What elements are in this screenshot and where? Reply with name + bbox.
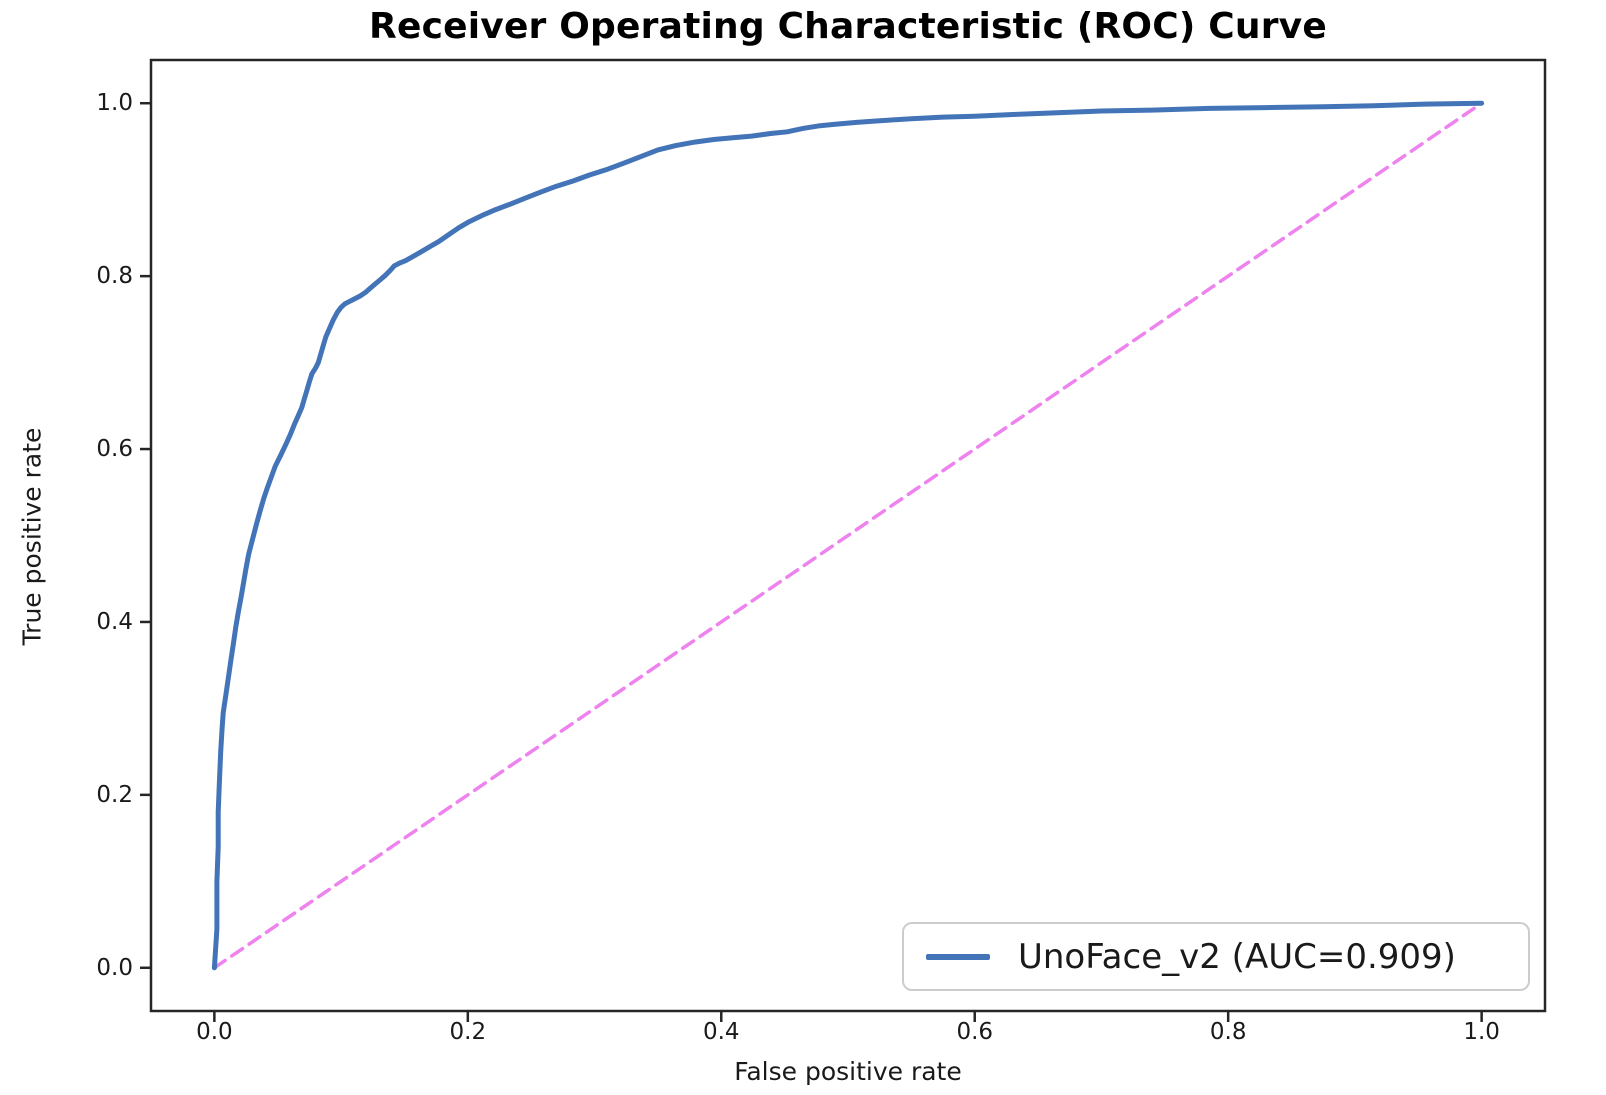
y-tick-label: 0.2 <box>96 782 133 808</box>
x-tick-label: 0.6 <box>956 1019 993 1045</box>
axes-spines <box>149 58 1547 1013</box>
x-tick-label: 0.2 <box>450 1019 487 1045</box>
legend-label: UnoFace_v2 (AUC=0.909) <box>1018 936 1456 977</box>
x-tick-label: 0.4 <box>703 1019 740 1045</box>
chance-diagonal-line <box>212 101 1484 970</box>
y-tick-label: 0.8 <box>96 263 133 289</box>
legend-line-sample <box>926 953 990 960</box>
y-tick-label: 0.6 <box>96 436 133 462</box>
y-axis-label: True positive rate <box>17 427 47 646</box>
roc-curve-line <box>211 100 1485 971</box>
y-tick-label: 0.0 <box>96 955 133 981</box>
y-tick-label: 1.0 <box>96 90 133 116</box>
x-tick-label: 0.0 <box>196 1019 233 1045</box>
x-axis-label: False positive rate <box>734 1057 962 1086</box>
chart-title: Receiver Operating Characteristic (ROC) … <box>369 6 1327 47</box>
x-tick-label: 1.0 <box>1463 1019 1500 1045</box>
y-tick-label: 0.4 <box>96 609 133 635</box>
legend-box: UnoFace_v2 (AUC=0.909) <box>902 922 1530 991</box>
x-tick-label: 0.8 <box>1210 1019 1247 1045</box>
